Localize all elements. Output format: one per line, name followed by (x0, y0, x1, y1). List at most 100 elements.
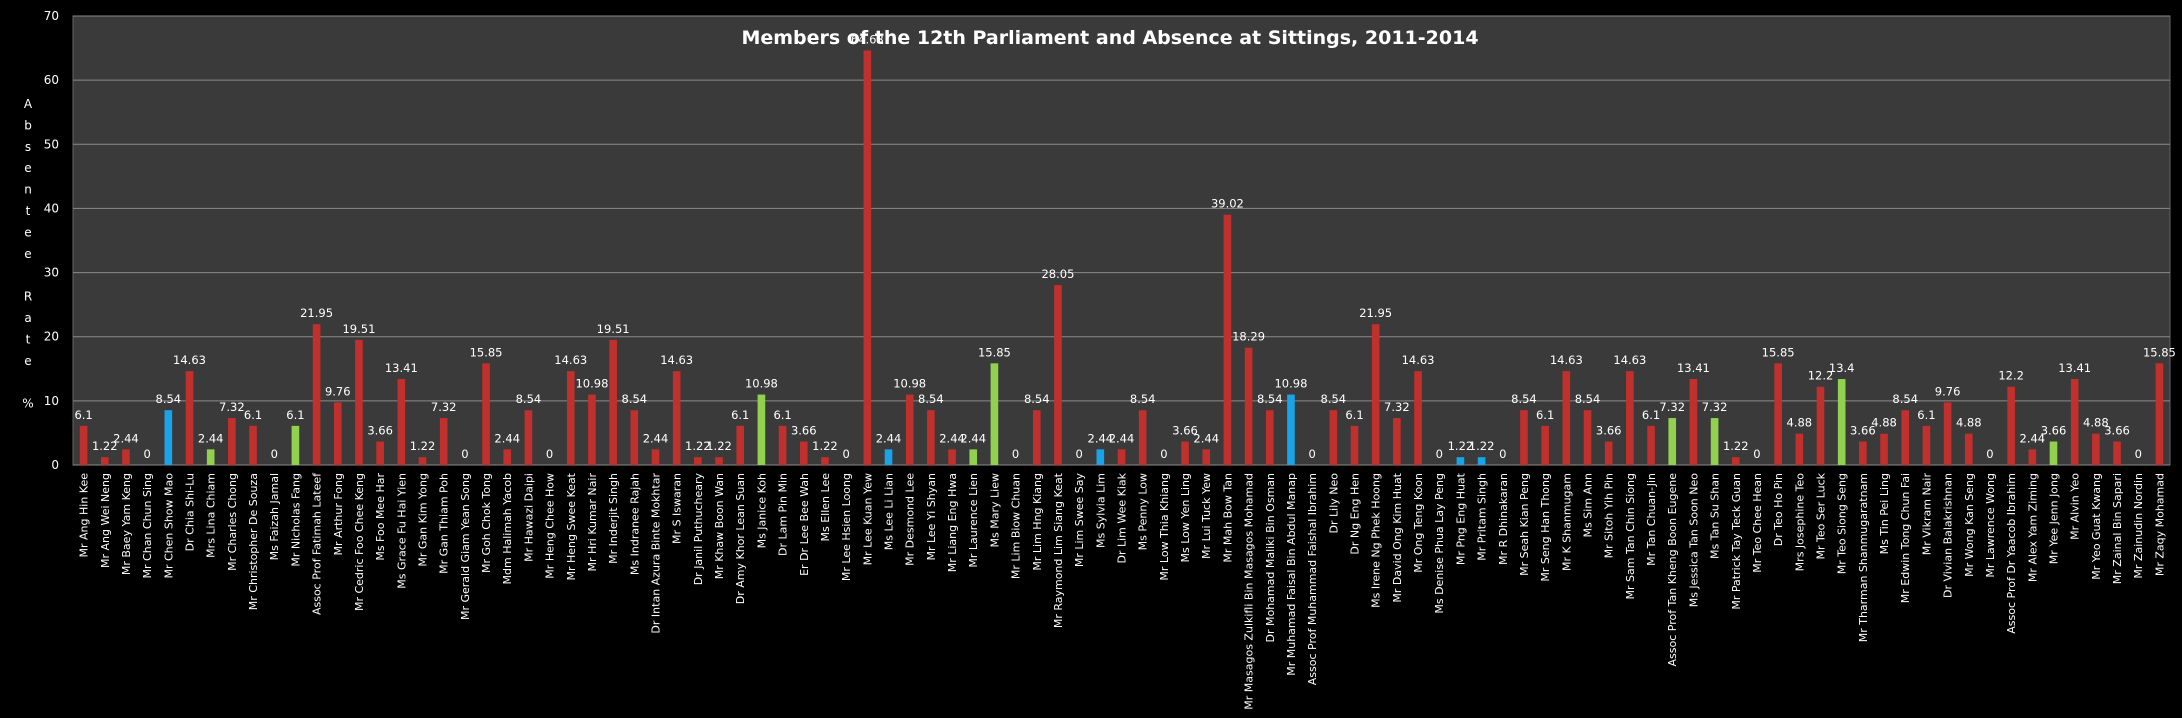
bar (1244, 347, 1253, 465)
x-tick-label: Mr Khaw Boon Wan (713, 473, 726, 579)
y-axis-label-char: e (24, 225, 31, 239)
y-tick-label: 30 (44, 266, 59, 280)
y-tick-label: 40 (44, 201, 59, 215)
data-label: 2.44 (1109, 431, 1135, 445)
data-label: 6.1 (1536, 408, 1554, 422)
data-label: 8.54 (918, 392, 944, 406)
x-tick-label: Assoc Prof Dr Yaacob Ibrahim (2005, 473, 2018, 634)
data-label: 6.1 (74, 408, 92, 422)
x-tick-label: Mr Lawrence Wong (1984, 473, 1997, 578)
x-tick-label: Mr Cedric Foo Chee Keng (353, 473, 366, 611)
bar (1901, 410, 1910, 465)
bar (1837, 379, 1846, 465)
bar (1964, 433, 1973, 465)
bar (439, 418, 448, 465)
data-label: 64.63 (851, 32, 884, 46)
data-label: 7.32 (1702, 400, 1728, 414)
x-tick-label: Mr Lim Hng Kiang (1031, 473, 1044, 571)
bar (2028, 449, 2037, 465)
data-label: 1.22 (1723, 439, 1749, 453)
x-tick-label: Mr Desmond Lee (904, 473, 917, 566)
bar (2113, 441, 2121, 465)
data-label: 6.1 (286, 408, 304, 422)
data-label: 0 (1308, 447, 1315, 461)
x-tick-label: Mr Lee Kuan Yew (861, 473, 874, 565)
data-label: 9.76 (325, 384, 351, 398)
x-tick-label: Mr David Ong Kim Huat (1391, 472, 1404, 602)
data-label: 9.76 (1935, 384, 1961, 398)
x-tick-label: Ms Low Yen Ling (1179, 473, 1192, 563)
bar (355, 339, 363, 465)
bar (651, 449, 660, 465)
x-tick-label: Mr Lee Hsien Loong (840, 473, 853, 581)
x-tick-label: Mr Heng Swee Keat (565, 472, 578, 580)
data-label: 7.32 (1384, 400, 1410, 414)
bar (1477, 457, 1486, 465)
bar (969, 449, 978, 465)
x-tick-label: Ms Jessica Tan Soon Neo (1687, 473, 1700, 608)
y-axis-label-char: e (24, 354, 31, 368)
data-label: 2.44 (113, 431, 139, 445)
y-tick-label: 10 (44, 394, 59, 408)
x-tick-label: Mr Mah Bow Tan (1221, 473, 1234, 563)
data-label: 8.54 (1575, 392, 1601, 406)
x-tick-label: Assoc Prof Fatimah Lateef (311, 472, 324, 615)
data-label: 10.98 (893, 377, 926, 391)
data-label: 8.54 (1257, 392, 1283, 406)
bar (291, 425, 300, 465)
bar (2007, 386, 2015, 465)
x-tick-label: Mr Lee Yi Shyan (925, 473, 938, 561)
x-tick-label: Mr Chen Show Mao (162, 473, 175, 579)
x-tick-label: Mr Seng Han Thong (1539, 473, 1552, 582)
data-label: 10.98 (1274, 377, 1307, 391)
x-tick-label: Mr Nicholas Fang (289, 473, 302, 567)
data-label: 8.54 (156, 392, 182, 406)
bar (1032, 410, 1041, 465)
bar (2049, 441, 2058, 465)
y-axis-label-char: A (24, 97, 33, 111)
plot-area (72, 15, 2171, 466)
x-tick-label: Mr Ang Wei Neng (99, 473, 112, 568)
bar (948, 449, 956, 465)
x-tick-label: Mr Goh Chok Tong (480, 473, 493, 573)
bar (482, 363, 490, 465)
data-label: 6.1 (1345, 408, 1363, 422)
data-label: 8.54 (1511, 392, 1537, 406)
x-tick-label: Dr Intan Azura Binte Mokhtar (650, 473, 663, 634)
data-label: 0 (842, 447, 849, 461)
x-tick-label: Mr Tan Chuan-Jin (1645, 473, 1658, 566)
bar (1350, 425, 1359, 465)
bar (1668, 418, 1677, 465)
data-label: 19.51 (597, 322, 630, 336)
x-tick-label: Mr Gan Kim Yong (417, 473, 430, 567)
value-labels: 6.11.222.4408.5414.632.447.326.106.121.9… (74, 32, 2175, 461)
bar (884, 449, 893, 465)
data-label: 2.44 (876, 431, 902, 445)
data-label: 4.88 (1956, 416, 1982, 430)
data-label: 7.32 (1659, 400, 1685, 414)
bar (164, 410, 173, 465)
bar (1117, 449, 1126, 465)
data-label: 13.41 (2058, 361, 2091, 375)
data-label: 0 (271, 447, 278, 461)
bar (1393, 418, 1401, 465)
x-tick-label: Ms Penny Low (1137, 473, 1150, 550)
bar (2092, 433, 2100, 465)
bar (1626, 371, 1634, 465)
y-tick-label: 20 (44, 330, 59, 344)
bar (1583, 410, 1592, 465)
x-tick-label: Mr Masagos Zulkifli Bin Masagos Mohamad (1243, 473, 1256, 710)
data-label: 4.88 (1787, 416, 1813, 430)
data-label: 14.63 (173, 353, 206, 367)
data-label: 15.85 (470, 345, 503, 359)
data-label: 6.1 (731, 408, 749, 422)
x-tick-label: Ms Grace Fu Hai Yien (395, 473, 408, 589)
y-tick-label: 70 (44, 9, 59, 23)
bar (1202, 449, 1211, 465)
data-label: 15.85 (1762, 345, 1795, 359)
x-tick-label: Ms Tan Su Shan (1709, 473, 1722, 559)
x-tick-label: Mr Inderjit Singh (607, 473, 620, 564)
data-label: 2.44 (643, 431, 669, 445)
data-label: 4.88 (2083, 416, 2109, 430)
